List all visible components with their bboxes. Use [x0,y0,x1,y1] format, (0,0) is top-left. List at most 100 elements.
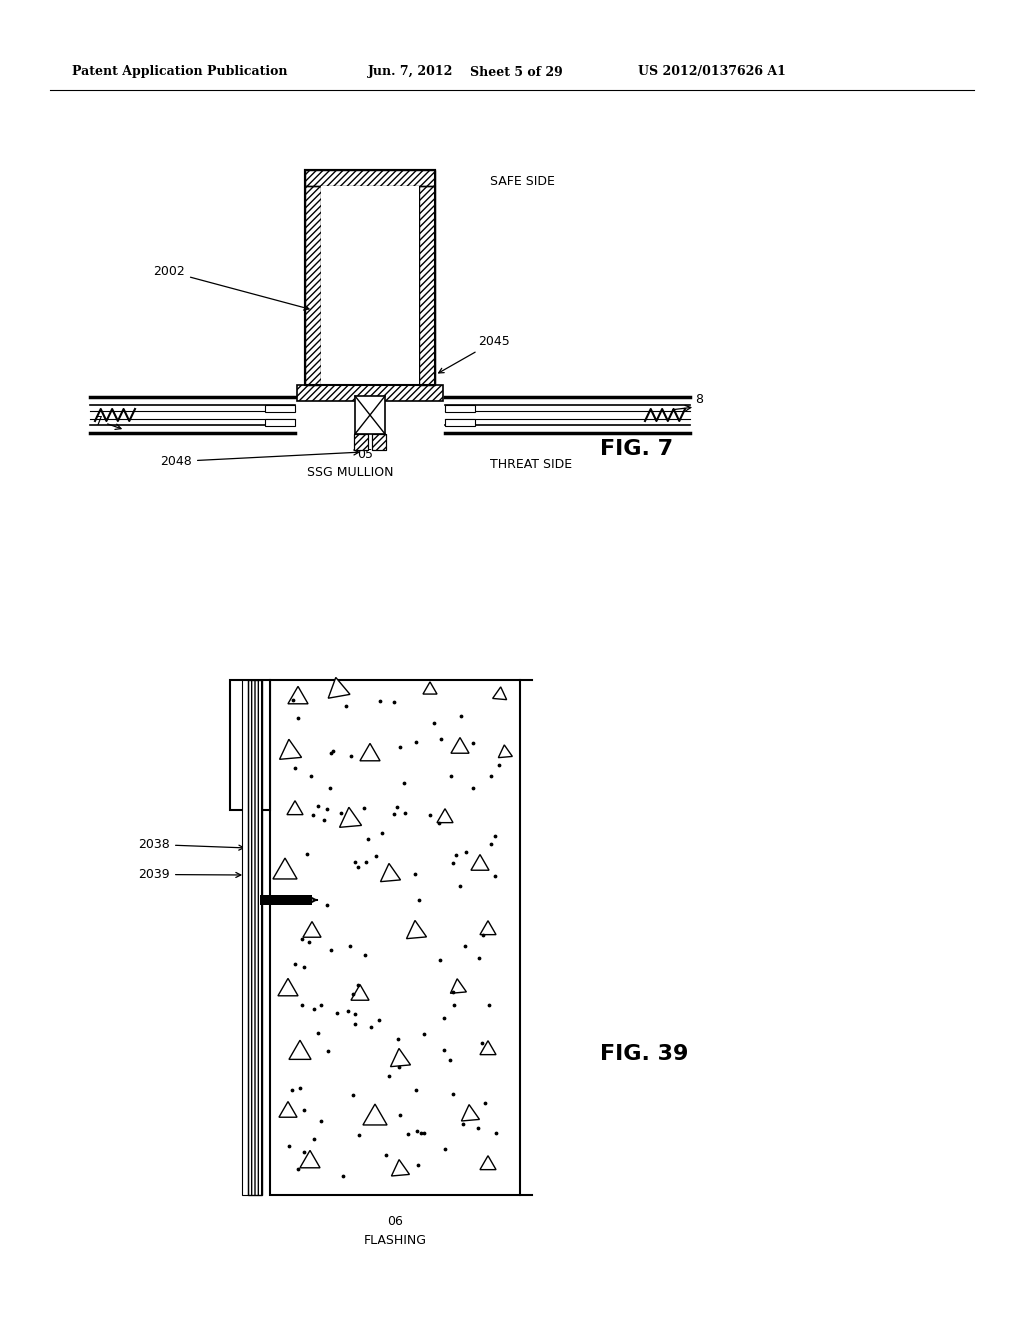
Text: 2045: 2045 [438,335,510,374]
Point [305,999,322,1020]
Point [290,708,306,729]
Point [362,1016,379,1038]
Bar [419,186,435,385]
Point [316,809,333,830]
Bar [297,385,443,401]
Polygon shape [303,921,322,937]
Point [285,1078,301,1100]
Point [447,845,464,866]
Point [397,803,414,824]
Text: Patent Application Publication: Patent Application Publication [72,66,288,78]
Bar [248,680,262,1195]
Point [304,805,321,826]
Polygon shape [279,1102,297,1117]
Text: THREAT SIDE: THREAT SIDE [490,458,572,471]
Bar [265,418,295,426]
Polygon shape [390,1048,411,1067]
Point [378,1144,394,1166]
Point [299,843,315,865]
Bar [270,680,520,1195]
Text: 2039: 2039 [138,869,241,880]
Point [445,994,462,1015]
Point [385,692,401,713]
Text: 2048: 2048 [160,450,358,469]
Bar [305,186,321,385]
Text: SSG MULLION: SSG MULLION [307,466,393,479]
Point [372,1010,388,1031]
Point [431,813,447,834]
Point [410,1154,426,1175]
Polygon shape [437,809,453,822]
Text: 2038: 2038 [138,838,244,851]
Bar [230,680,270,810]
Point [391,737,408,758]
Point [483,766,500,787]
Point [487,1122,504,1143]
Point [408,731,424,752]
Point [335,1166,351,1187]
Point [432,729,449,750]
Polygon shape [407,920,427,939]
Point [442,766,459,787]
Point [396,772,413,793]
Bar [305,170,435,385]
Text: FIG. 7: FIG. 7 [600,440,673,459]
Point [349,857,366,878]
Polygon shape [289,1040,311,1060]
Polygon shape [499,744,512,758]
Point [290,1159,306,1180]
Point [296,1100,312,1121]
Bar [242,680,248,1195]
Bar [305,170,435,385]
Point [303,766,319,787]
Point [345,1084,361,1105]
Point [342,935,358,956]
Point [453,705,469,726]
Point [474,925,490,946]
Bar [354,434,368,450]
Point [346,1014,362,1035]
Point [426,713,442,734]
Point [287,758,303,779]
Point [487,866,504,887]
Point [414,1122,430,1143]
Point [458,842,474,863]
Bar [297,385,443,401]
Text: US 2012/0137626 A1: US 2012/0137626 A1 [638,66,785,78]
Point [457,936,473,957]
Bar [248,680,262,1195]
Point [306,1129,323,1150]
Point [368,845,384,866]
Point [436,1138,453,1159]
Polygon shape [340,808,361,828]
Polygon shape [287,801,303,814]
Point [408,1080,424,1101]
Point [350,1125,367,1146]
Text: FIG. 39: FIG. 39 [600,1044,688,1064]
Point [444,982,461,1003]
Bar [372,434,386,450]
Polygon shape [351,985,369,1001]
Bar [372,434,386,450]
Point [431,949,447,970]
Bar [305,170,435,186]
Point [313,995,330,1016]
Polygon shape [451,978,466,994]
Bar [354,434,368,450]
Point [296,957,312,978]
Text: 06: 06 [387,1214,402,1228]
Point [340,1001,356,1022]
Bar [305,186,321,385]
Text: 2002: 2002 [154,265,309,310]
Point [373,690,389,711]
Point [381,1065,397,1086]
Polygon shape [423,682,437,694]
Text: 8: 8 [695,393,703,407]
Point [390,1028,407,1049]
Point [436,1007,453,1028]
Point [490,754,507,775]
Bar [305,170,435,186]
Polygon shape [280,739,301,759]
Point [292,1077,308,1098]
Polygon shape [278,978,298,995]
